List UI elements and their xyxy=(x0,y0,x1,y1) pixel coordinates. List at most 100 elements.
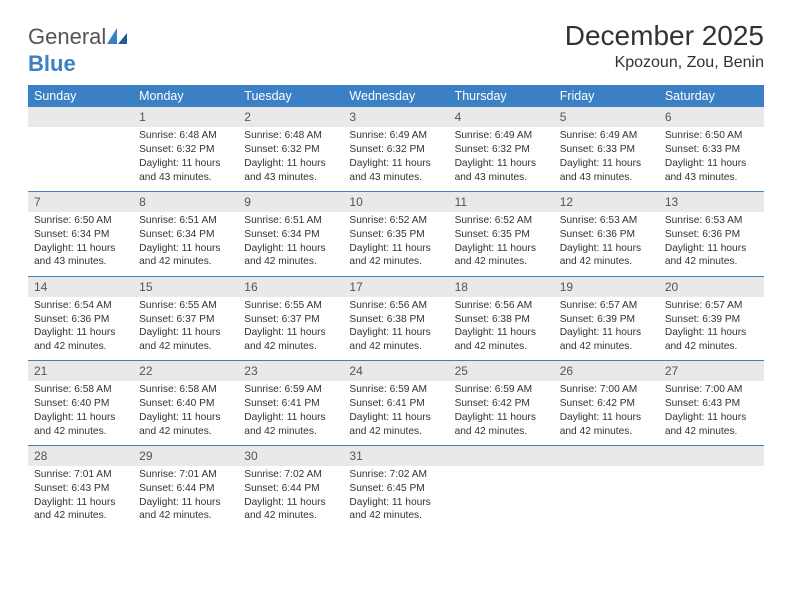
sunrise-text: Sunrise: 6:59 AM xyxy=(244,383,337,397)
day-info-cell: Sunrise: 6:59 AMSunset: 6:41 PMDaylight:… xyxy=(343,381,448,445)
month-title: December 2025 xyxy=(565,20,764,52)
sunrise-text: Sunrise: 7:00 AM xyxy=(665,383,758,397)
day-number-cell: 15 xyxy=(133,276,238,297)
day-number-cell xyxy=(28,107,133,127)
day-number-cell: 16 xyxy=(238,276,343,297)
day-number-cell: 10 xyxy=(343,191,448,212)
sunset-text: Sunset: 6:41 PM xyxy=(349,397,442,411)
day-number-cell: 20 xyxy=(659,276,764,297)
daylight-text: Daylight: 11 hours and 42 minutes. xyxy=(244,496,337,524)
day-number-cell: 4 xyxy=(449,107,554,127)
day-info-cell: Sunrise: 6:53 AMSunset: 6:36 PMDaylight:… xyxy=(554,212,659,276)
sunset-text: Sunset: 6:38 PM xyxy=(349,313,442,327)
daylight-text: Daylight: 11 hours and 43 minutes. xyxy=(244,157,337,185)
daylight-text: Daylight: 11 hours and 42 minutes. xyxy=(560,242,653,270)
sunrise-text: Sunrise: 6:56 AM xyxy=(455,299,548,313)
day-info-cell: Sunrise: 7:02 AMSunset: 6:44 PMDaylight:… xyxy=(238,466,343,530)
sunrise-text: Sunrise: 6:54 AM xyxy=(34,299,127,313)
sunrise-text: Sunrise: 6:59 AM xyxy=(455,383,548,397)
sunrise-text: Sunrise: 6:52 AM xyxy=(455,214,548,228)
day-number-row: 123456 xyxy=(28,107,764,127)
sunset-text: Sunset: 6:36 PM xyxy=(34,313,127,327)
day-info-cell: Sunrise: 6:58 AMSunset: 6:40 PMDaylight:… xyxy=(28,381,133,445)
day-number-cell: 22 xyxy=(133,361,238,382)
day-info-cell: Sunrise: 6:51 AMSunset: 6:34 PMDaylight:… xyxy=(238,212,343,276)
daylight-text: Daylight: 11 hours and 42 minutes. xyxy=(560,411,653,439)
sunset-text: Sunset: 6:42 PM xyxy=(455,397,548,411)
day-number-cell: 23 xyxy=(238,361,343,382)
day-number-cell xyxy=(554,445,659,466)
day-info-cell: Sunrise: 6:58 AMSunset: 6:40 PMDaylight:… xyxy=(133,381,238,445)
daylight-text: Daylight: 11 hours and 43 minutes. xyxy=(34,242,127,270)
daylight-text: Daylight: 11 hours and 42 minutes. xyxy=(349,411,442,439)
daylight-text: Daylight: 11 hours and 43 minutes. xyxy=(139,157,232,185)
sunrise-text: Sunrise: 6:51 AM xyxy=(139,214,232,228)
sunrise-text: Sunrise: 6:48 AM xyxy=(244,129,337,143)
sunrise-text: Sunrise: 6:52 AM xyxy=(349,214,442,228)
sunrise-text: Sunrise: 6:53 AM xyxy=(560,214,653,228)
day-number-cell: 11 xyxy=(449,191,554,212)
sunset-text: Sunset: 6:37 PM xyxy=(244,313,337,327)
sunrise-text: Sunrise: 6:49 AM xyxy=(455,129,548,143)
day-number-cell: 2 xyxy=(238,107,343,127)
sunset-text: Sunset: 6:37 PM xyxy=(139,313,232,327)
daylight-text: Daylight: 11 hours and 42 minutes. xyxy=(349,496,442,524)
sunrise-text: Sunrise: 6:55 AM xyxy=(139,299,232,313)
sunrise-text: Sunrise: 6:50 AM xyxy=(34,214,127,228)
day-info-cell: Sunrise: 6:49 AMSunset: 6:33 PMDaylight:… xyxy=(554,127,659,191)
sunrise-text: Sunrise: 6:49 AM xyxy=(349,129,442,143)
day-number-cell: 21 xyxy=(28,361,133,382)
daylight-text: Daylight: 11 hours and 42 minutes. xyxy=(349,326,442,354)
day-number-cell: 18 xyxy=(449,276,554,297)
daylight-text: Daylight: 11 hours and 43 minutes. xyxy=(560,157,653,185)
logo-text-blue: Blue xyxy=(28,51,76,76)
logo-sail-icon xyxy=(106,25,128,51)
sunset-text: Sunset: 6:41 PM xyxy=(244,397,337,411)
header: General Blue December 2025 Kpozoun, Zou,… xyxy=(28,20,764,77)
day-number-row: 28293031 xyxy=(28,445,764,466)
daylight-text: Daylight: 11 hours and 42 minutes. xyxy=(34,411,127,439)
sunrise-text: Sunrise: 6:51 AM xyxy=(244,214,337,228)
sunset-text: Sunset: 6:32 PM xyxy=(349,143,442,157)
daylight-text: Daylight: 11 hours and 42 minutes. xyxy=(455,411,548,439)
day-number-row: 78910111213 xyxy=(28,191,764,212)
sunrise-text: Sunrise: 6:48 AM xyxy=(139,129,232,143)
sunrise-text: Sunrise: 7:01 AM xyxy=(139,468,232,482)
daylight-text: Daylight: 11 hours and 42 minutes. xyxy=(349,242,442,270)
location: Kpozoun, Zou, Benin xyxy=(565,54,764,72)
logo: General Blue xyxy=(28,24,128,77)
day-info-cell: Sunrise: 7:01 AMSunset: 6:44 PMDaylight:… xyxy=(133,466,238,530)
sunrise-text: Sunrise: 7:01 AM xyxy=(34,468,127,482)
day-info-cell xyxy=(659,466,764,530)
sunset-text: Sunset: 6:32 PM xyxy=(455,143,548,157)
day-info-cell xyxy=(449,466,554,530)
sunset-text: Sunset: 6:39 PM xyxy=(665,313,758,327)
daylight-text: Daylight: 11 hours and 42 minutes. xyxy=(455,242,548,270)
day-info-cell: Sunrise: 6:52 AMSunset: 6:35 PMDaylight:… xyxy=(449,212,554,276)
day-info-cell: Sunrise: 6:56 AMSunset: 6:38 PMDaylight:… xyxy=(343,297,448,361)
sunset-text: Sunset: 6:36 PM xyxy=(560,228,653,242)
calendar-table: SundayMondayTuesdayWednesdayThursdayFrid… xyxy=(28,85,764,530)
day-number-cell: 25 xyxy=(449,361,554,382)
weekday-header: Friday xyxy=(554,85,659,107)
sunset-text: Sunset: 6:39 PM xyxy=(560,313,653,327)
day-info-cell: Sunrise: 6:52 AMSunset: 6:35 PMDaylight:… xyxy=(343,212,448,276)
weekday-header: Tuesday xyxy=(238,85,343,107)
sunset-text: Sunset: 6:44 PM xyxy=(139,482,232,496)
calendar-body: 123456 Sunrise: 6:48 AM Sunset: 6:32 PM Da… xyxy=(28,107,764,530)
day-info-cell: Sunrise: 6:55 AMSunset: 6:37 PMDaylight:… xyxy=(133,297,238,361)
day-number-row: 21222324252627 xyxy=(28,361,764,382)
day-number-cell xyxy=(659,445,764,466)
sunset-text: Sunset: 6:45 PM xyxy=(349,482,442,496)
daylight-text: Daylight: 11 hours and 42 minutes. xyxy=(139,326,232,354)
day-info-cell: Sunrise: 6:59 AMSunset: 6:42 PMDaylight:… xyxy=(449,381,554,445)
day-number-cell xyxy=(449,445,554,466)
day-info-cell: Sunrise: 6:50 AMSunset: 6:33 PMDaylight:… xyxy=(659,127,764,191)
daylight-text: Daylight: 11 hours and 42 minutes. xyxy=(244,411,337,439)
day-number-cell: 30 xyxy=(238,445,343,466)
sunrise-text: Sunrise: 6:55 AM xyxy=(244,299,337,313)
logo-text: General Blue xyxy=(28,24,128,77)
sunset-text: Sunset: 6:43 PM xyxy=(665,397,758,411)
day-number-cell: 9 xyxy=(238,191,343,212)
day-number-cell: 3 xyxy=(343,107,448,127)
